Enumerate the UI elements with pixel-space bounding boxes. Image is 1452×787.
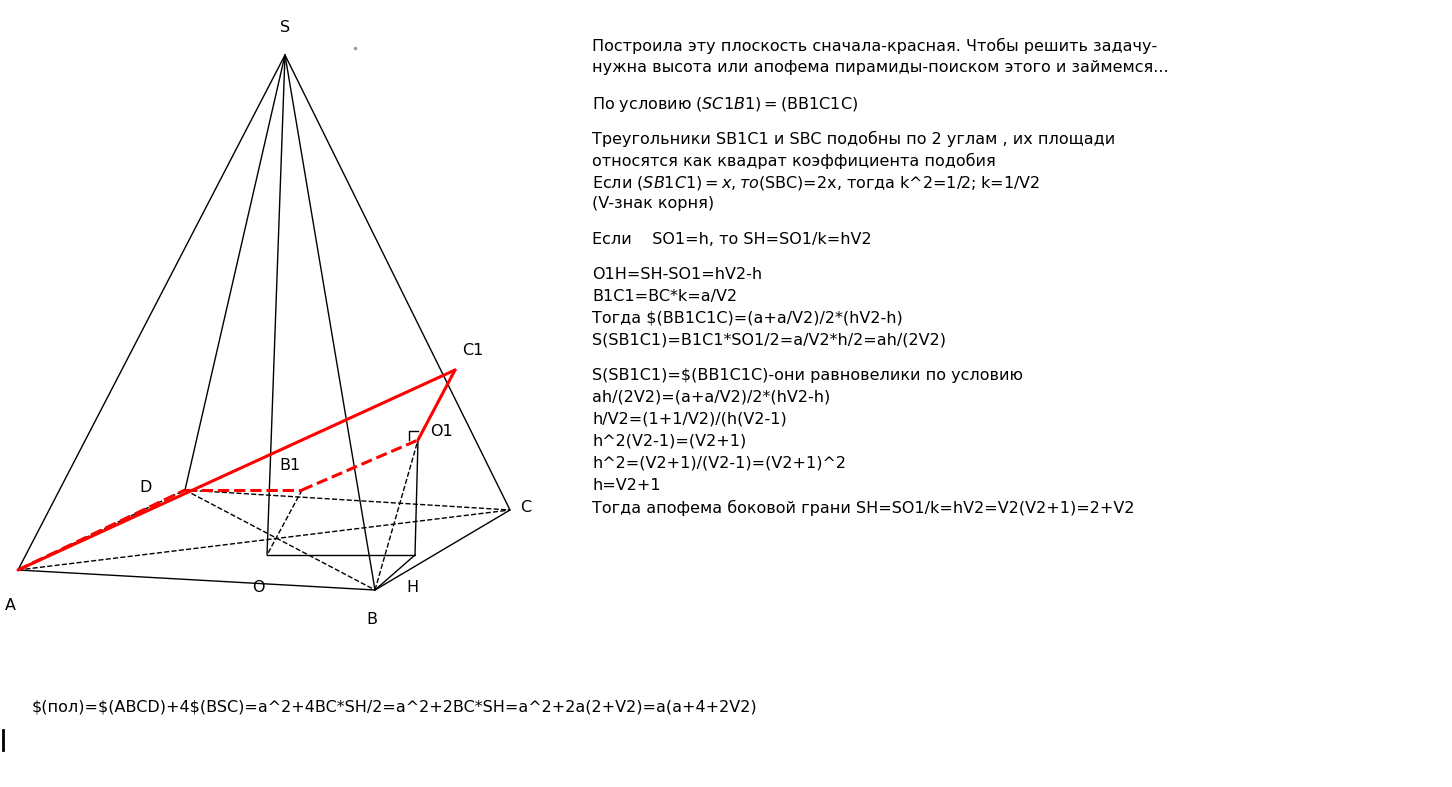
Text: (V-знак корня): (V-знак корня) <box>592 197 714 212</box>
Text: нужна высота или апофема пирамиды-поиском этого и займемся...: нужна высота или апофема пирамиды-поиско… <box>592 60 1169 75</box>
Text: S(SB1C1)=$(BB1C1C)-они равновелики по условию: S(SB1C1)=$(BB1C1C)-они равновелики по ус… <box>592 368 1024 383</box>
Text: O1: O1 <box>430 424 453 439</box>
Text: h=V2+1: h=V2+1 <box>592 478 661 493</box>
Text: Если    SO1=h, то SH=SO1/k=hV2: Если SO1=h, то SH=SO1/k=hV2 <box>592 231 871 246</box>
Text: Тогда $(BB1C1C)=(a+a/V2)/2*(hV2-h): Тогда $(BB1C1C)=(a+a/V2)/2*(hV2-h) <box>592 311 903 326</box>
Text: Тогда апофема боковой грани SH=SO1/k=hV2=V2(V2+1)=2+V2: Тогда апофема боковой грани SH=SO1/k=hV2… <box>592 500 1134 516</box>
Text: B1: B1 <box>279 458 301 473</box>
Text: O: O <box>251 580 264 595</box>
Text: h/V2=(1+1/V2)/(h(V2-1): h/V2=(1+1/V2)/(h(V2-1) <box>592 412 787 427</box>
Text: C: C <box>520 501 531 515</box>
Text: относятся как квадрат коэффициента подобия: относятся как квадрат коэффициента подоб… <box>592 153 996 168</box>
Text: A: A <box>4 598 16 613</box>
Text: D: D <box>139 481 152 496</box>
Text: Если $(SB1C1)=х, то $(SBC)=2х, тогда k^2=1/2; k=1/V2: Если $(SB1C1)=х, то $(SBC)=2х, тогда k^2… <box>592 175 1040 192</box>
Text: h^2=(V2+1)/(V2-1)=(V2+1)^2: h^2=(V2+1)/(V2-1)=(V2+1)^2 <box>592 456 847 471</box>
Text: B1C1=BC*k=a/V2: B1C1=BC*k=a/V2 <box>592 289 738 304</box>
Text: C1: C1 <box>462 343 484 358</box>
Text: O1H=SH-SO1=hV2-h: O1H=SH-SO1=hV2-h <box>592 267 762 282</box>
Text: B: B <box>366 612 378 627</box>
Text: По условию $(SC1B1)=$(BB1C1C): По условию $(SC1B1)=$(BB1C1C) <box>592 95 858 114</box>
Text: ah/(2V2)=(a+a/V2)/2*(hV2-h): ah/(2V2)=(a+a/V2)/2*(hV2-h) <box>592 390 831 405</box>
Text: Построила эту плоскость сначала-красная. Чтобы решить задачу-: Построила эту плоскость сначала-красная.… <box>592 38 1157 54</box>
Text: Треугольники SB1C1 и SBC подобны по 2 углам , их площади: Треугольники SB1C1 и SBC подобны по 2 уг… <box>592 131 1115 146</box>
Text: $(пол)=$(ABCD)+4$(BSC)=a^2+4BC*SH/2=a^2+2BC*SH=a^2+2a(2+V2)=a(a+4+2V2): $(пол)=$(ABCD)+4$(BSC)=a^2+4BC*SH/2=a^2+… <box>32 700 758 715</box>
Text: h^2(V2-1)=(V2+1): h^2(V2-1)=(V2+1) <box>592 434 746 449</box>
Text: H: H <box>407 580 418 595</box>
Text: S(SB1C1)=B1C1*SO1/2=a/V2*h/2=ah/(2V2): S(SB1C1)=B1C1*SO1/2=a/V2*h/2=ah/(2V2) <box>592 333 947 348</box>
Text: S: S <box>280 20 290 35</box>
